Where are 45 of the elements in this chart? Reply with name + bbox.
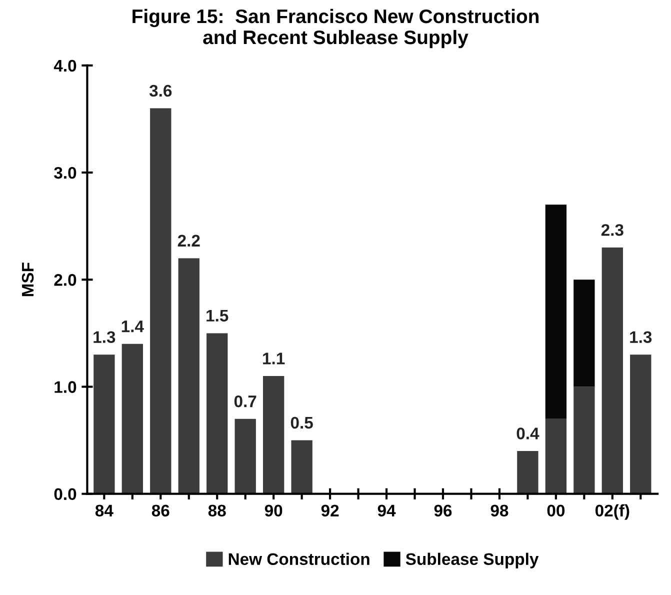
- data-label: 1.3: [630, 331, 652, 344]
- x-tick-label: 02(f): [595, 504, 630, 520]
- x-tick-label: 00: [547, 504, 565, 517]
- x-tick-label: 86: [152, 504, 170, 517]
- bar: [630, 354, 652, 494]
- y-tick-label: 1.0: [54, 381, 76, 393]
- bar: [122, 344, 143, 494]
- legend-label: Sublease Supply: [406, 552, 539, 568]
- data-label: 0.7: [234, 395, 256, 408]
- y-tick-label: 2.0: [54, 274, 76, 286]
- bar: [234, 418, 256, 494]
- data-label: 1.5: [206, 310, 228, 322]
- data-label: 1.4: [122, 320, 144, 332]
- x-tick-label: 90: [264, 504, 282, 517]
- y-tick-label: 3.0: [54, 166, 76, 179]
- x-tick-label: 98: [490, 504, 508, 517]
- data-label: 1.1: [263, 352, 285, 364]
- y-axis-title: MSF: [22, 262, 34, 296]
- legend-label: New Construction: [228, 552, 370, 566]
- bar: [178, 258, 200, 494]
- bar: [545, 204, 567, 419]
- y-tick-label: 0.0: [54, 488, 76, 500]
- bar: [291, 440, 312, 494]
- bar: [574, 280, 595, 387]
- bar: [517, 451, 538, 494]
- x-tick-label: 96: [434, 504, 452, 517]
- bar: [602, 248, 623, 494]
- data-label: 1.3: [94, 331, 116, 344]
- chart-title: Figure 15: San Francisco New Construction and Recent Sublease Supply: [132, 8, 539, 48]
- x-tick-label: 88: [208, 504, 226, 517]
- y-tick-label: 4.0: [54, 60, 76, 72]
- data-label: 0.4: [516, 428, 540, 440]
- bar: [262, 376, 284, 494]
- bar: [150, 108, 172, 494]
- data-label: 2.2: [178, 234, 200, 246]
- data-label: 3.6: [149, 84, 172, 97]
- bar: [545, 418, 567, 494]
- data-label: 0.5: [290, 416, 313, 429]
- bar: [574, 386, 595, 494]
- x-tick-label: 92: [321, 504, 339, 517]
- x-tick-label: 94: [378, 504, 396, 517]
- bar: [206, 333, 228, 494]
- bar: [94, 354, 115, 494]
- x-tick-label: 84: [95, 504, 114, 517]
- data-label: 2.3: [601, 224, 624, 236]
